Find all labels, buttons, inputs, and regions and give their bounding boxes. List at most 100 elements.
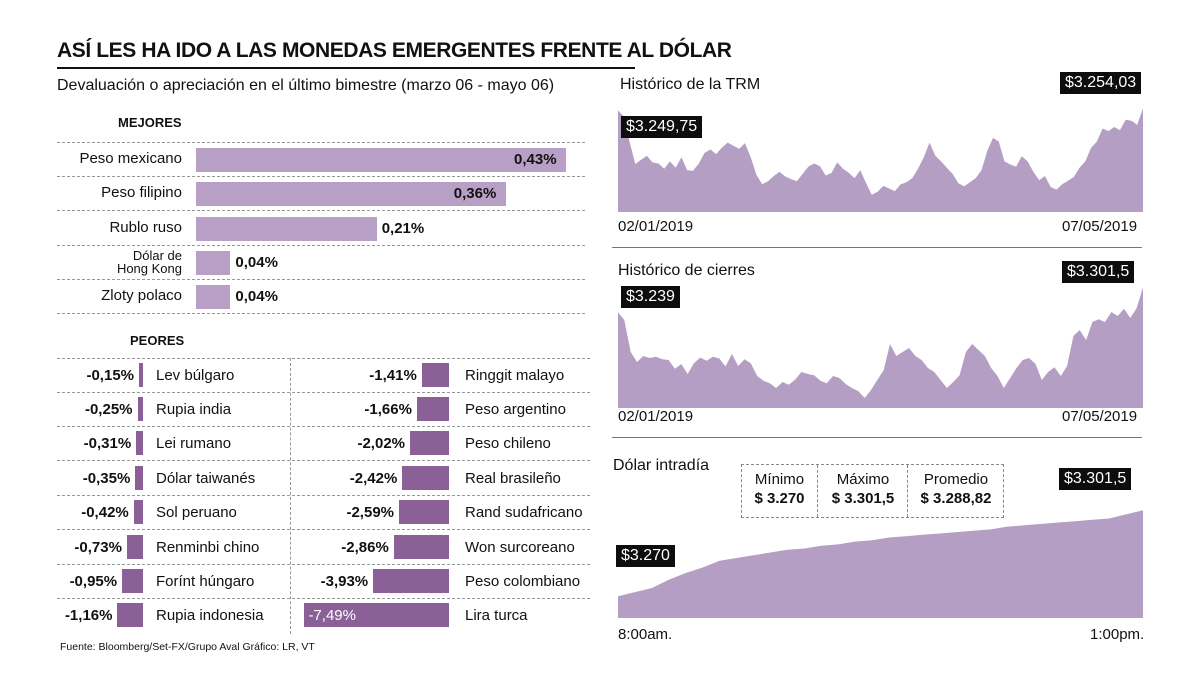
- bar-label: Peso chileno: [465, 435, 551, 452]
- x-axis-start: 8:00am.: [618, 626, 673, 643]
- row-divider: [57, 392, 590, 393]
- stat-value: $ 3.301,5: [831, 490, 895, 507]
- x-axis-start: 02/01/2019: [618, 408, 694, 425]
- bar-value: -2,42%: [349, 470, 398, 487]
- row-divider: [57, 313, 585, 314]
- stat-label: Mínimo: [754, 471, 805, 488]
- bar-value: -1,16%: [64, 607, 113, 624]
- row-divider: [57, 564, 590, 565]
- stat-minimum: Mínimo $ 3.270: [742, 465, 817, 517]
- page-title: ASÍ LES HA IDO A LAS MONEDAS EMERGENTES …: [57, 39, 732, 62]
- chart-title: Histórico de la TRM: [620, 76, 761, 93]
- bar-value: 0,04%: [235, 254, 278, 271]
- bar-value: -0,73%: [74, 539, 122, 556]
- bar-label: Rupia indonesia: [156, 607, 264, 624]
- area-series: [618, 287, 1143, 408]
- column-divider: [290, 358, 291, 634]
- row-divider: [57, 210, 585, 211]
- bar-label: Rand sudafricano: [465, 504, 583, 521]
- bar-value: -0,31%: [83, 435, 132, 452]
- bar-peores: [137, 397, 143, 421]
- bar-label: Zloty polaco: [101, 287, 182, 304]
- bar-label: Won surcoreano: [465, 539, 575, 556]
- stat-value: $ 3.288,82: [920, 490, 992, 507]
- mejores-label: MEJORES: [118, 115, 182, 130]
- bar-value: 0,04%: [235, 288, 278, 305]
- start-value-callout: $3.270: [616, 545, 675, 567]
- bar-value: 0,21%: [381, 220, 425, 237]
- bar-peores: [373, 569, 449, 593]
- start-value-callout: $3.239: [621, 286, 680, 308]
- intraday-stats-box: Mínimo $ 3.270 Máximo $ 3.301,5 Promedio $ 3.…: [741, 464, 1004, 518]
- bar-label: Sol peruano: [156, 504, 237, 521]
- area-chart: [618, 287, 1143, 408]
- bar-peores: [410, 431, 449, 455]
- row-divider: [57, 245, 585, 246]
- bar-peores: [399, 500, 449, 524]
- bar-mejores: [196, 217, 377, 241]
- bar-value: -2,59%: [346, 504, 394, 521]
- title-rule: [57, 67, 635, 69]
- bar-label: Renminbi chino: [156, 539, 260, 556]
- bar-value: -1,66%: [364, 401, 412, 418]
- x-axis-end: 1:00pm.: [1090, 626, 1145, 643]
- chart-separator: [612, 437, 1142, 438]
- x-axis-end: 07/05/2019: [1062, 218, 1138, 235]
- bar-label: Lira turca: [465, 607, 528, 624]
- stat-label: Máximo: [836, 471, 890, 488]
- stat-label: Promedio: [923, 471, 989, 488]
- bar-value: -7,49%: [308, 607, 356, 624]
- bar-value: -0,15%: [86, 367, 134, 384]
- bar-label: Peso filipino: [101, 184, 182, 201]
- end-value-callout: $3.254,03: [1060, 72, 1142, 94]
- bar-label: Ringgit malayo: [465, 367, 565, 384]
- bar-label: Peso argentino: [465, 401, 566, 418]
- row-divider: [57, 460, 590, 461]
- chart-title: Histórico de cierres: [618, 262, 755, 279]
- start-value-callout: $3.249,75: [621, 116, 703, 138]
- row-divider: [57, 176, 585, 177]
- bar-label: Real brasileño: [465, 470, 561, 487]
- row-divider: [57, 142, 585, 143]
- bar-value: -2,86%: [341, 539, 389, 556]
- row-divider: [57, 598, 590, 599]
- area-series: [618, 108, 1143, 212]
- bar-peores: [402, 466, 449, 490]
- subtitle: Devaluación o apreciación en el último b…: [57, 77, 555, 94]
- area-chart: [618, 510, 1143, 618]
- row-divider: [57, 495, 590, 496]
- row-divider: [57, 358, 590, 359]
- bar-peores: [421, 363, 449, 387]
- bar-peores: [122, 569, 143, 593]
- bar-value: -0,35%: [82, 470, 131, 487]
- bar-peores: [135, 466, 143, 490]
- x-axis-start: 02/01/2019: [618, 218, 694, 235]
- end-value-callout: $3.301,5: [1062, 261, 1135, 283]
- bar-value: -0,25%: [84, 401, 133, 418]
- area-chart: [618, 108, 1143, 212]
- bar-peores: [126, 535, 143, 559]
- chart-title: Dólar intradía: [613, 457, 710, 474]
- bar-label: Rublo ruso: [109, 219, 182, 236]
- bar-label: Forínt húngaro: [156, 573, 255, 590]
- bar-mejores: [196, 148, 566, 172]
- bar-value: 0,36%: [453, 185, 497, 202]
- bar-peores: [133, 500, 143, 524]
- row-divider: [57, 426, 590, 427]
- bar-peores: [416, 397, 449, 421]
- bar-value: -3,93%: [320, 573, 369, 590]
- bar-label: Rupia india: [156, 401, 232, 418]
- source-note: Fuente: Bloomberg/Set-FX/Grupo Aval Gráf…: [60, 641, 315, 653]
- bar-mejores: [196, 251, 231, 275]
- stat-average: Promedio $ 3.288,82: [907, 465, 1004, 517]
- stat-maximum: Máximo $ 3.301,5: [817, 465, 908, 517]
- bar-label: Lev búlgaro: [156, 367, 235, 384]
- row-divider: [57, 279, 585, 280]
- x-axis-end: 07/05/2019: [1062, 408, 1138, 425]
- bar-peores: [117, 603, 143, 627]
- bar-value: -0,95%: [69, 573, 118, 590]
- bar-peores: [304, 603, 449, 627]
- bar-label: Peso mexicano: [79, 150, 182, 167]
- bar-label: Peso colombiano: [465, 573, 581, 590]
- bar-label: Lei rumano: [156, 435, 232, 452]
